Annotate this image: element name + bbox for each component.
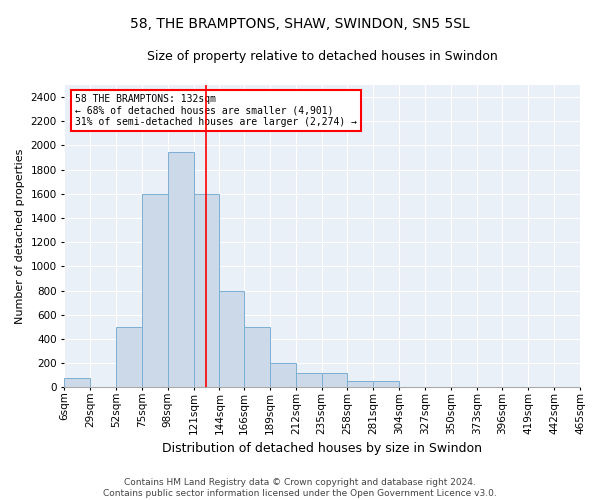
Bar <box>373 382 399 388</box>
Bar <box>270 363 296 388</box>
Bar <box>220 290 244 388</box>
X-axis label: Distribution of detached houses by size in Swindon: Distribution of detached houses by size … <box>162 442 482 455</box>
Text: Contains HM Land Registry data © Crown copyright and database right 2024.
Contai: Contains HM Land Registry data © Crown c… <box>103 478 497 498</box>
Title: Size of property relative to detached houses in Swindon: Size of property relative to detached ho… <box>147 50 497 63</box>
Text: 58, THE BRAMPTONS, SHAW, SWINDON, SN5 5SL: 58, THE BRAMPTONS, SHAW, SWINDON, SN5 5S… <box>130 18 470 32</box>
Bar <box>322 373 347 388</box>
Bar <box>347 382 373 388</box>
Bar <box>168 152 194 388</box>
Bar <box>194 194 220 388</box>
Bar <box>244 327 270 388</box>
Bar <box>296 373 322 388</box>
Y-axis label: Number of detached properties: Number of detached properties <box>15 148 25 324</box>
Bar <box>116 327 142 388</box>
Bar <box>142 194 168 388</box>
Text: 58 THE BRAMPTONS: 132sqm
← 68% of detached houses are smaller (4,901)
31% of sem: 58 THE BRAMPTONS: 132sqm ← 68% of detach… <box>75 94 357 128</box>
Bar <box>64 378 90 388</box>
